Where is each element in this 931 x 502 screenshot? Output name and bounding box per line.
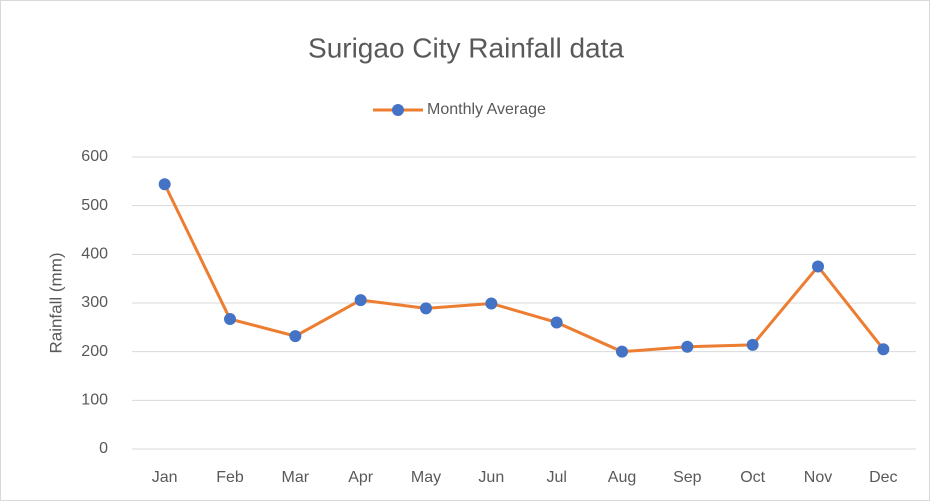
marker <box>485 297 498 310</box>
y-tick-label: 500 <box>81 197 108 214</box>
x-tick-label: Dec <box>869 469 897 486</box>
chart-title: Surigao City Rainfall data <box>308 32 624 63</box>
x-tick-label: Feb <box>216 469 244 486</box>
marker <box>224 313 236 326</box>
marker <box>616 345 628 358</box>
y-tick-label: 200 <box>81 343 108 360</box>
x-tick-label: Apr <box>348 469 374 486</box>
marker <box>354 294 367 307</box>
y-tick-label: 600 <box>81 148 108 165</box>
x-tick-label: Jun <box>478 469 504 486</box>
marker <box>746 338 759 351</box>
legend-label: Monthly Average <box>427 101 546 118</box>
marker <box>681 340 694 353</box>
y-axis-label: Rainfall (mm) <box>46 252 65 353</box>
x-tick-label: May <box>411 469 441 486</box>
marker <box>550 316 563 329</box>
y-tick-label: 400 <box>81 246 108 263</box>
legend-marker <box>392 104 404 116</box>
x-tick-label: Jan <box>152 469 178 486</box>
y-tick-label: 0 <box>99 440 108 457</box>
y-tick-label: 300 <box>81 294 108 311</box>
marker <box>289 330 302 343</box>
marker <box>877 343 890 356</box>
x-tick-label: Mar <box>282 469 310 486</box>
x-tick-label: Nov <box>804 469 832 486</box>
marker <box>158 178 171 191</box>
x-tick-label: Sep <box>673 469 702 486</box>
marker <box>812 260 824 273</box>
x-tick-label: Jul <box>546 469 566 486</box>
x-tick-label: Oct <box>740 469 765 486</box>
x-tick-label: Aug <box>608 469 636 486</box>
line <box>163 183 885 354</box>
marker <box>420 302 432 315</box>
y-tick-label: 100 <box>81 392 108 409</box>
